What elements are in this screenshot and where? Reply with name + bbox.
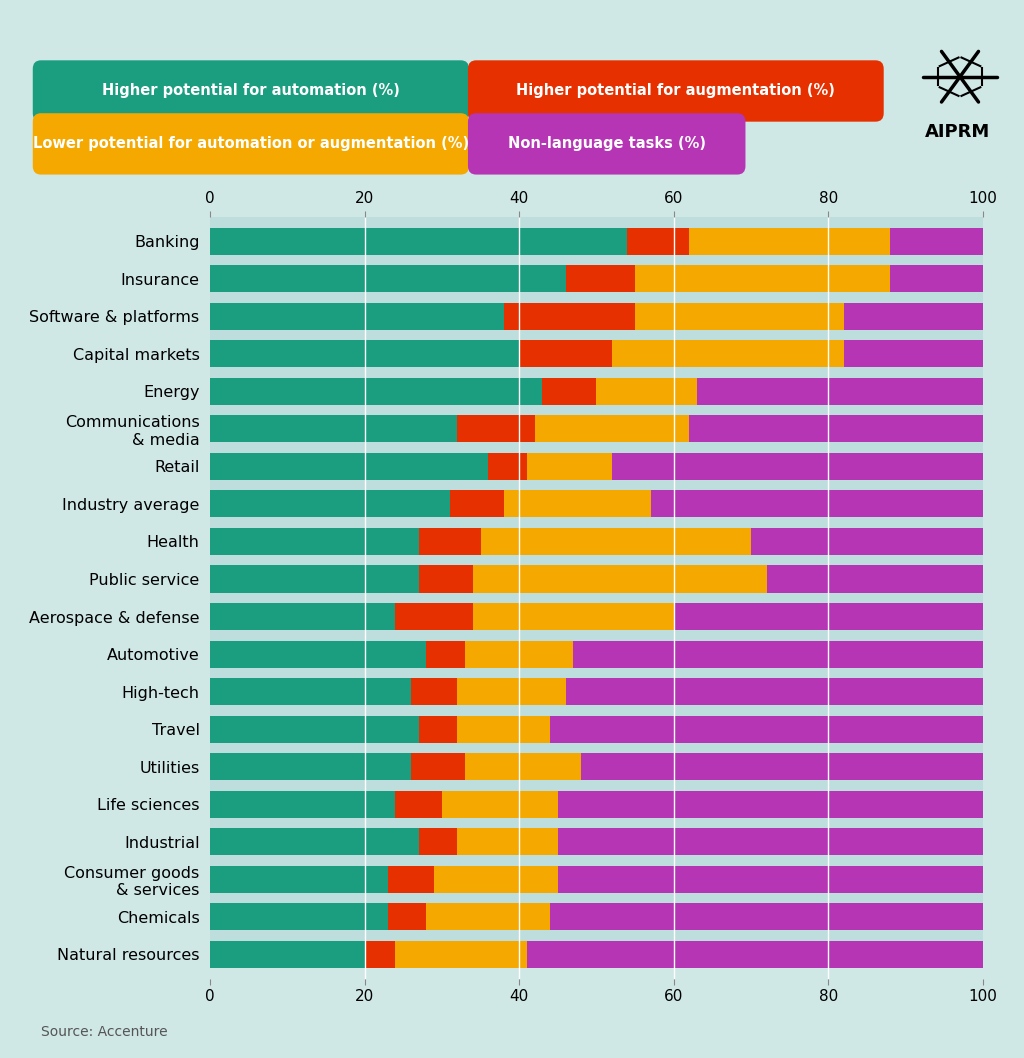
Bar: [458, 678, 565, 705]
Bar: [458, 828, 558, 855]
Bar: [450, 491, 504, 517]
Bar: [488, 453, 527, 480]
Bar: [210, 366, 983, 417]
Bar: [504, 491, 650, 517]
Bar: [210, 904, 388, 930]
Bar: [596, 378, 697, 405]
Bar: [434, 865, 558, 893]
Bar: [210, 303, 504, 330]
Bar: [527, 453, 612, 480]
Bar: [628, 227, 689, 255]
Bar: [395, 603, 473, 631]
Bar: [388, 865, 434, 893]
Bar: [612, 453, 983, 480]
Bar: [210, 291, 983, 342]
Bar: [581, 753, 983, 780]
Text: Higher potential for augmentation (%): Higher potential for augmentation (%): [516, 84, 836, 98]
Bar: [635, 303, 844, 330]
Bar: [388, 904, 426, 930]
Bar: [210, 667, 983, 716]
Bar: [210, 790, 395, 818]
Bar: [558, 828, 983, 855]
Bar: [210, 565, 419, 592]
Bar: [411, 678, 458, 705]
Bar: [210, 828, 419, 855]
Bar: [210, 603, 395, 631]
Bar: [442, 790, 558, 818]
Bar: [890, 266, 983, 292]
Bar: [473, 565, 767, 592]
Bar: [674, 603, 983, 631]
Bar: [210, 378, 543, 405]
Bar: [210, 591, 983, 641]
Bar: [210, 227, 628, 255]
Bar: [550, 715, 983, 743]
Bar: [535, 416, 689, 442]
Bar: [210, 216, 983, 267]
Bar: [210, 516, 983, 566]
Text: Source: Accenture: Source: Accenture: [41, 1025, 168, 1039]
Bar: [458, 416, 535, 442]
Bar: [210, 416, 458, 442]
Bar: [465, 753, 581, 780]
Bar: [612, 341, 844, 367]
Bar: [650, 491, 983, 517]
Bar: [419, 565, 473, 592]
Bar: [426, 904, 550, 930]
Bar: [565, 266, 635, 292]
Bar: [210, 678, 411, 705]
Bar: [210, 341, 519, 367]
Bar: [419, 528, 480, 555]
Bar: [210, 266, 565, 292]
Bar: [210, 441, 983, 491]
Bar: [465, 640, 573, 668]
Bar: [689, 227, 890, 255]
Bar: [635, 266, 890, 292]
Bar: [210, 491, 450, 517]
Text: Non-language tasks (%): Non-language tasks (%): [508, 136, 706, 151]
Bar: [210, 865, 388, 893]
Bar: [767, 565, 983, 592]
Bar: [210, 817, 983, 867]
Bar: [210, 528, 419, 555]
Text: Lower potential for automation or augmentation (%): Lower potential for automation or augmen…: [33, 136, 469, 151]
Bar: [558, 865, 983, 893]
Bar: [844, 341, 983, 367]
Bar: [210, 941, 365, 968]
Bar: [558, 790, 983, 818]
Bar: [504, 303, 635, 330]
Bar: [573, 640, 983, 668]
Bar: [689, 416, 983, 442]
Bar: [395, 941, 527, 968]
Bar: [419, 715, 458, 743]
Bar: [565, 678, 983, 705]
Bar: [210, 640, 426, 668]
Bar: [426, 640, 465, 668]
Bar: [210, 742, 983, 791]
Text: Higher potential for automation (%): Higher potential for automation (%): [102, 84, 399, 98]
Bar: [458, 715, 550, 743]
Bar: [550, 904, 983, 930]
Bar: [411, 753, 465, 780]
Bar: [480, 528, 751, 555]
Bar: [527, 941, 983, 968]
Bar: [519, 341, 612, 367]
Bar: [210, 453, 488, 480]
Bar: [365, 941, 395, 968]
Bar: [697, 378, 983, 405]
Bar: [210, 715, 419, 743]
Bar: [473, 603, 674, 631]
Bar: [844, 303, 983, 330]
Bar: [543, 378, 596, 405]
Bar: [751, 528, 983, 555]
Bar: [419, 828, 458, 855]
Bar: [890, 227, 983, 255]
Bar: [210, 753, 411, 780]
Bar: [210, 892, 983, 942]
Bar: [395, 790, 442, 818]
Text: AIPRM: AIPRM: [925, 123, 990, 142]
